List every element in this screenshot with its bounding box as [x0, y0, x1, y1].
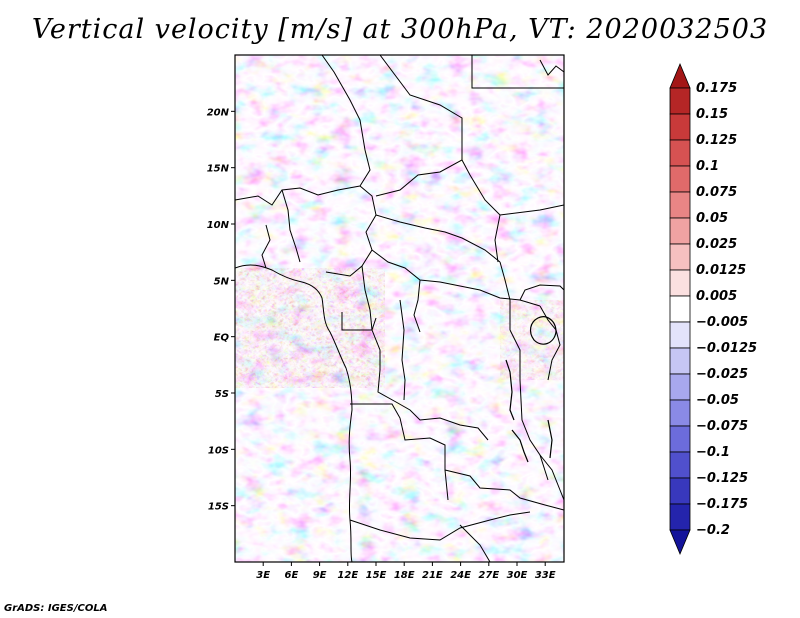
longitude-label: 24E	[450, 570, 471, 581]
longitude-label: 33E	[535, 570, 556, 581]
latitude-label: 5S	[215, 389, 229, 400]
country-borders	[235, 55, 564, 562]
colorbar-swatch	[669, 191, 691, 219]
longitude-label: 6E	[285, 570, 299, 581]
colorbar-label: −0.175	[696, 497, 748, 512]
latitude-label: 20N	[207, 107, 230, 118]
latitude-label: 15S	[208, 502, 229, 513]
latitude-label: 15N	[207, 164, 230, 175]
colorbar-label: 0.0125	[696, 263, 746, 278]
colorbar-label: 0.075	[696, 185, 737, 200]
colorbar-swatch	[669, 217, 691, 245]
colorbar-label: 0.005	[696, 289, 737, 304]
latitude-label: 10S	[208, 445, 229, 456]
colorbar-label: −0.125	[696, 471, 748, 486]
latitude-axis: 20N 15N 10N 5N EQ 5S 10S 15S	[207, 107, 235, 513]
grads-credit: GrADS: IGES/COLA	[4, 603, 108, 614]
map-frame	[234, 54, 565, 563]
colorbar-swatch	[669, 295, 691, 323]
latitude-label: 5N	[214, 276, 230, 287]
map-title: Vertical velocity [m/s] at 300hPa, VT: 2…	[31, 14, 769, 45]
latitude-label: EQ	[214, 333, 230, 344]
longitude-label: 21E	[422, 570, 443, 581]
colorbar-swatch	[669, 139, 691, 167]
colorbar-label: 0.025	[696, 237, 737, 252]
colorbar-swatch	[669, 62, 691, 89]
convective-noise-east	[500, 300, 564, 380]
colorbar-label: −0.05	[696, 393, 739, 408]
colorbar-swatch	[669, 477, 691, 505]
longitude-label: 12E	[337, 570, 358, 581]
colorbar-swatch	[669, 243, 691, 271]
colorbar-swatch	[669, 373, 691, 401]
colorbar-swatch	[669, 503, 691, 531]
colorbar-swatch	[669, 529, 691, 556]
colorbar-swatch	[669, 113, 691, 141]
colorbar-label: 0.05	[696, 211, 728, 226]
colorbar-swatch	[669, 425, 691, 453]
longitude-axis: 3E 6E 9E 12E 15E 18E 21E 24E 27E 30E 33E	[256, 562, 556, 581]
longitude-label: 18E	[394, 570, 415, 581]
longitude-label: 27E	[478, 570, 499, 581]
colorbar-label: 0.15	[696, 107, 728, 122]
colorbar-swatch	[669, 399, 691, 427]
colorbar-label: −0.075	[696, 419, 748, 434]
colorbar-label: −0.1	[696, 445, 730, 460]
colorbar-label: 0.175	[696, 81, 737, 96]
convective-noise-west	[235, 268, 385, 388]
latitude-label: 10N	[207, 220, 230, 231]
colorbar-swatch	[669, 451, 691, 479]
colorbar-label: −0.005	[696, 315, 748, 330]
colorbar-swatch	[669, 87, 691, 115]
colorbar: 0.175 0.15 0.125 0.1 0.075 0.05 0.025 0.0125 0.0…	[669, 62, 757, 556]
colorbar-swatch	[669, 165, 691, 193]
colorbar-swatch	[669, 347, 691, 375]
longitude-label: 30E	[507, 570, 528, 581]
colorbar-label: 0.125	[696, 133, 737, 148]
longitude-label: 3E	[256, 570, 270, 581]
lakes	[505, 316, 557, 463]
colorbar-label: −0.025	[696, 367, 748, 382]
longitude-label: 15E	[366, 570, 387, 581]
colorbar-swatch	[669, 269, 691, 297]
colorbar-swatch	[669, 321, 691, 349]
colorbar-label: −0.2	[696, 523, 730, 538]
colorbar-label: −0.0125	[696, 341, 757, 356]
colorbar-label: 0.1	[696, 159, 719, 174]
longitude-label: 9E	[313, 570, 327, 581]
